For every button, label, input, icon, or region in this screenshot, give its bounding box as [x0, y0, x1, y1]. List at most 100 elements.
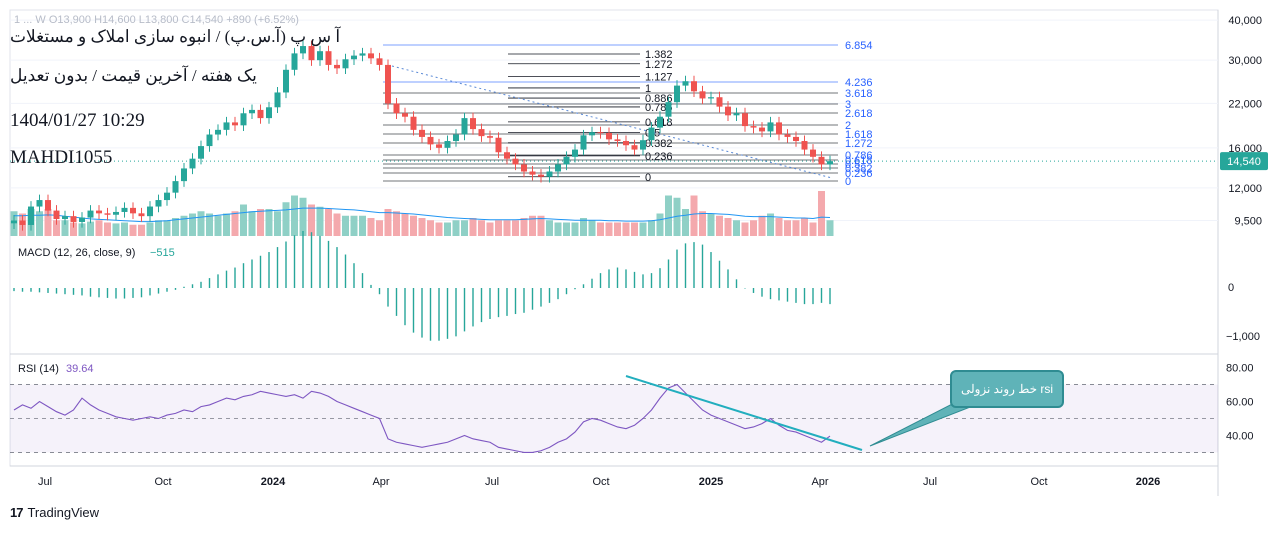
- volume-bar: [172, 218, 179, 236]
- volume-bar: [529, 215, 536, 236]
- volume-bar: [240, 204, 247, 236]
- macd-histogram-bar: [565, 288, 568, 295]
- macd-histogram-bar: [132, 288, 134, 298]
- macd-histogram-bar: [557, 288, 559, 300]
- candle-body: [291, 53, 298, 70]
- volume-bar: [163, 220, 171, 236]
- macd-histogram-bar: [353, 263, 355, 288]
- fib-extension-label: 3.618: [845, 88, 873, 100]
- candle-body: [385, 64, 391, 104]
- macd-histogram-bar: [234, 267, 236, 288]
- fib-extension-label: 1.272: [845, 138, 873, 150]
- volume-bar: [87, 221, 94, 236]
- macd-histogram-bar: [574, 288, 576, 290]
- macd-histogram-bar: [310, 232, 313, 288]
- fib-extension-label: 4.236: [845, 77, 873, 89]
- macd-histogram-bar: [412, 288, 415, 333]
- macd-histogram-bar: [421, 288, 423, 338]
- candle-body: [121, 207, 128, 212]
- macd-histogram-bar: [106, 288, 109, 298]
- chart-author: MAHDI1055: [10, 147, 113, 168]
- volume-bar: [724, 218, 732, 236]
- volume-bar: [605, 222, 613, 236]
- volume-bar: [690, 195, 698, 236]
- macd-histogram-bar: [463, 288, 466, 332]
- volume-bar: [588, 220, 596, 236]
- macd-histogram-bar: [157, 288, 160, 294]
- macd-histogram-bar: [591, 278, 593, 288]
- volume-bar: [775, 218, 783, 236]
- candle-body: [351, 55, 357, 60]
- volume-bar: [622, 222, 630, 236]
- candle-body: [96, 210, 102, 214]
- macd-histogram-bar: [140, 288, 143, 298]
- macd-histogram-bar: [548, 288, 551, 303]
- last-price-label: 14,540: [1227, 156, 1261, 168]
- macd-histogram-bar: [727, 269, 729, 288]
- rsi-axis-label: 60.00: [1226, 397, 1254, 409]
- candle-body: [555, 164, 561, 172]
- volume-bar: [342, 215, 349, 236]
- volume-bar: [452, 220, 460, 236]
- candle-body: [45, 200, 51, 211]
- volume-bar: [639, 222, 647, 236]
- macd-histogram-bar: [633, 271, 636, 288]
- candle-body: [334, 64, 340, 69]
- candle-body: [818, 156, 825, 165]
- volume-bar: [274, 211, 281, 236]
- footer-brand[interactable]: 17 TradingView: [10, 505, 99, 520]
- macd-histogram-bar: [446, 288, 449, 339]
- fib-extension-label: 2: [845, 120, 851, 132]
- candle-body: [155, 200, 162, 207]
- candle-body: [104, 213, 111, 215]
- candle-body: [699, 91, 706, 99]
- candle-body: [300, 46, 306, 54]
- macd-histogram-bar: [778, 288, 780, 301]
- time-axis-label: 2026: [1136, 476, 1160, 488]
- macd-histogram-bar: [438, 288, 440, 341]
- macd-histogram-bar: [64, 288, 66, 295]
- candle-body: [716, 97, 723, 107]
- time-axis-label: 2025: [699, 476, 723, 488]
- volume-bar: [826, 220, 834, 236]
- macd-histogram-bar: [523, 288, 525, 313]
- candle-body: [572, 149, 578, 157]
- candle-body: [733, 113, 740, 116]
- candle-body: [53, 210, 60, 220]
- candle-body: [708, 97, 714, 99]
- price-tick-label: 40,000: [1228, 15, 1262, 27]
- volume-bar: [316, 206, 324, 236]
- macd-histogram-bar: [455, 288, 457, 337]
- volume-bar: [44, 209, 52, 236]
- volume-bar: [750, 220, 757, 236]
- candle-body: [376, 58, 383, 65]
- volume-bar: [410, 215, 417, 236]
- rsi-trendline-callout[interactable]: خط روند نزولی rsi: [950, 370, 1064, 408]
- volume-bar: [308, 204, 315, 236]
- volume-bar: [716, 215, 723, 236]
- macd-histogram-bar: [208, 278, 211, 288]
- macd-histogram-bar: [38, 288, 41, 293]
- macd-histogram-bar: [650, 273, 653, 288]
- volume-bar: [78, 223, 86, 236]
- volume-bar: [554, 222, 562, 236]
- fib-retracement-label: 1.272: [645, 59, 673, 71]
- volume-bar: [478, 220, 485, 236]
- chart-subtitle: یک هفته / آخرین قیمت / بدون تعدیل: [10, 66, 257, 85]
- macd-histogram-bar: [693, 242, 695, 288]
- macd-histogram-bar: [276, 247, 279, 288]
- volume-bar: [784, 220, 791, 236]
- macd-histogram-bar: [191, 284, 194, 288]
- candle-body: [691, 81, 697, 92]
- candle-body: [512, 158, 519, 165]
- volume-bar: [461, 220, 468, 236]
- candle-body: [181, 168, 187, 182]
- time-axis-label: Oct: [592, 476, 609, 488]
- candle-body: [249, 109, 255, 114]
- brand-name: TradingView: [27, 505, 100, 520]
- macd-histogram-bar: [327, 240, 330, 288]
- candle-body: [308, 46, 315, 61]
- rsi-trendline: [625, 375, 863, 451]
